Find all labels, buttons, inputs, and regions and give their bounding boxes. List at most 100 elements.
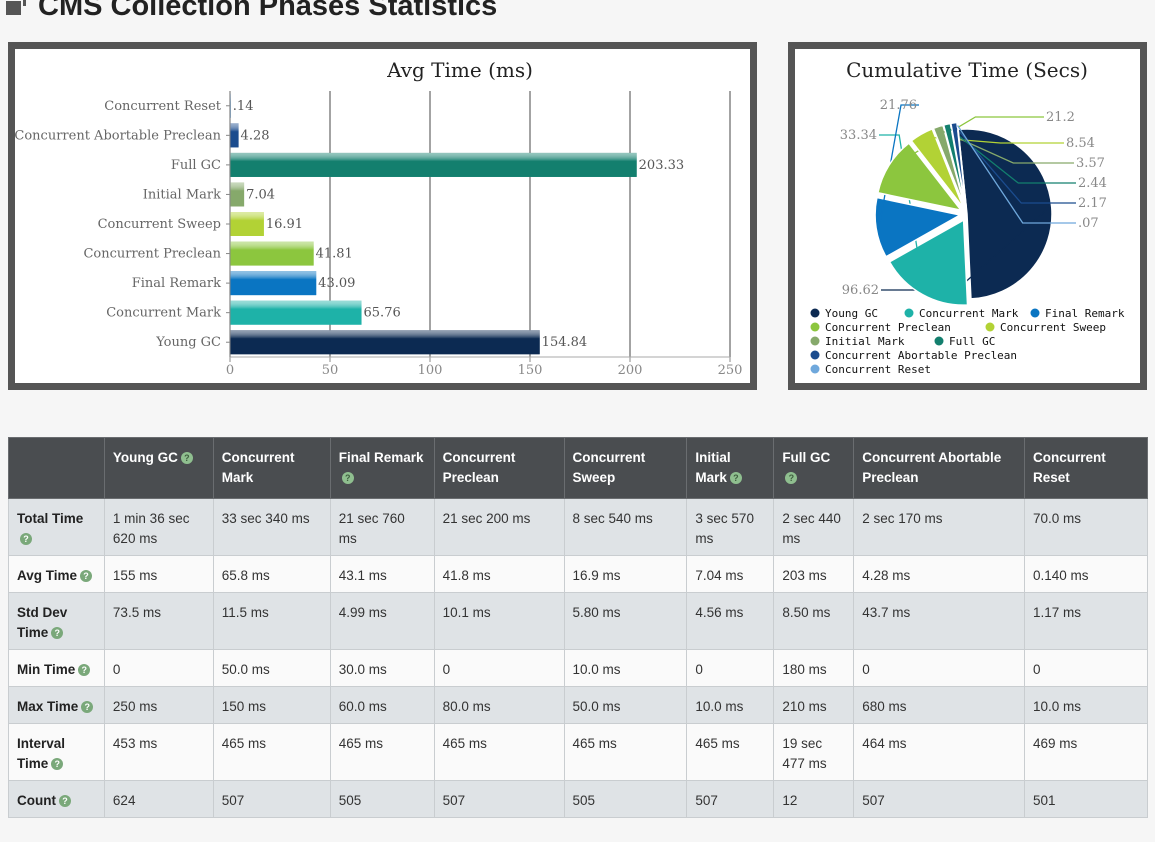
row-header: Avg Time?	[8, 555, 105, 593]
table-cell: 180 ms	[773, 649, 855, 687]
table-cell: 0	[433, 649, 565, 687]
row-header: Total Time?	[8, 498, 105, 556]
legend-entry: Concurrent Preclean	[825, 321, 951, 334]
page-header: CMS Collection Phases Statistics	[6, 0, 497, 26]
row-header-label: Std Dev Time	[17, 605, 68, 640]
table-cell: 465 ms	[686, 723, 775, 781]
bar-value-label: 4.28	[241, 128, 270, 143]
table-cell: 80.0 ms	[433, 686, 565, 724]
help-icon[interactable]: ?	[20, 533, 32, 546]
table-cell: 4.28 ms	[853, 555, 1026, 593]
table-corner-header	[8, 437, 105, 499]
category-label: Concurrent Preclean	[83, 247, 221, 262]
table-cell: 16.9 ms	[563, 555, 688, 593]
pie-slice	[910, 127, 965, 209]
table-cell: 203 ms	[773, 555, 855, 593]
table-cell: 150 ms	[212, 686, 331, 724]
table-cell: 10.1 ms	[433, 592, 565, 650]
column-header: Young GC?	[103, 437, 214, 499]
legend-swatch	[985, 322, 995, 332]
help-icon[interactable]: ?	[80, 570, 93, 583]
table-cell: 0.140 ms	[1024, 555, 1148, 593]
table-row: Avg Time? 155 ms 65.8 ms 43.1 ms 41.8 ms 16.9…	[8, 555, 1148, 593]
legend-swatch	[810, 350, 820, 360]
table-cell: 0	[1024, 649, 1148, 687]
row-header-label: Interval Time	[17, 736, 66, 771]
bar-value-label: 154.84	[542, 335, 588, 350]
table-header-row: Young GC? Concurrent Mark Final Remark? Con…	[8, 437, 1148, 499]
legend-swatch	[934, 336, 944, 346]
category-label: Young GC	[155, 335, 221, 350]
table-cell: 70.0 ms	[1024, 498, 1148, 556]
table-row: Count? 624 507 505 507 505 507 12 507 501	[8, 780, 1148, 818]
row-header: Max Time?	[8, 686, 105, 724]
table-cell: 50.0 ms	[212, 649, 331, 687]
help-icon[interactable]: ?	[58, 795, 71, 808]
table-cell: 65.8 ms	[212, 555, 331, 593]
row-header: Std Dev Time?	[8, 592, 105, 650]
legend-swatch	[810, 364, 820, 374]
column-header: Full GC?	[773, 437, 855, 499]
table-cell: 465 ms	[329, 723, 435, 781]
table-cell: 30.0 ms	[329, 649, 435, 687]
help-icon[interactable]: ?	[785, 472, 798, 485]
x-tick-label: 250	[718, 363, 743, 378]
table-cell: 33 sec 340 ms	[212, 498, 331, 556]
help-icon[interactable]: ?	[51, 627, 64, 640]
pie-value-label: 33.34	[840, 128, 877, 143]
table-cell: 5.80 ms	[563, 592, 688, 650]
legend-entry: Concurrent Reset	[825, 363, 931, 376]
legend-entry: Concurrent Sweep	[1000, 321, 1106, 334]
table-cell: 43.1 ms	[329, 555, 435, 593]
row-header: Count?	[8, 780, 105, 818]
help-icon[interactable]: ?	[81, 701, 94, 714]
category-label: Concurrent Sweep	[98, 217, 221, 232]
table-cell: 464 ms	[853, 723, 1026, 781]
category-label: Concurrent Abortable Preclean	[15, 128, 222, 143]
table-cell: 624	[103, 780, 214, 818]
table-cell: 1.17 ms	[1024, 592, 1148, 650]
category-label: Full GC	[171, 158, 221, 173]
legend-swatch	[1030, 308, 1040, 318]
column-header: Concurrent Reset	[1024, 437, 1148, 499]
table-cell: 12	[773, 780, 855, 818]
row-header: Min Time?	[8, 649, 105, 687]
pie-value-label: 21.76	[880, 98, 917, 113]
pie-value-label: 8.54	[1066, 136, 1095, 151]
column-header: Initial Mark?	[686, 437, 775, 499]
table-row: Interval Time? 453 ms 465 ms 465 ms 465 ms 46…	[8, 723, 1148, 781]
bar-highlight	[230, 300, 362, 325]
page-title: CMS Collection Phases Statistics	[38, 0, 498, 22]
bar-highlight	[230, 152, 637, 177]
pie-value-label: .07	[1078, 216, 1099, 231]
table-cell: 453 ms	[103, 723, 214, 781]
bar-highlight	[230, 123, 239, 148]
table-cell: 41.8 ms	[433, 555, 565, 593]
table-cell: 465 ms	[212, 723, 331, 781]
bar-value-label: 7.04	[246, 187, 275, 202]
chart-icon	[6, 0, 28, 15]
table-cell: 21 sec 200 ms	[433, 498, 565, 556]
column-header-label: Concurrent Sweep	[572, 450, 646, 485]
legend-entry: Full GC	[949, 335, 995, 348]
row-header-label: Total Time	[17, 511, 84, 526]
help-icon[interactable]: ?	[51, 758, 64, 771]
table-cell: 7.04 ms	[686, 555, 775, 593]
column-header: Concurrent Mark	[212, 437, 331, 499]
bar-value-label: 203.33	[639, 158, 685, 173]
bar-highlight	[230, 212, 264, 236]
help-icon[interactable]: ?	[180, 452, 193, 465]
pie-slice	[956, 121, 968, 208]
pie-slice	[874, 196, 963, 258]
table-cell: 155 ms	[103, 555, 214, 593]
pie-slice	[957, 128, 1053, 300]
table-cell: 507	[686, 780, 775, 818]
help-icon[interactable]: ?	[729, 472, 742, 485]
help-icon[interactable]: ?	[78, 664, 91, 677]
table-cell: 2 sec 170 ms	[853, 498, 1026, 556]
table-cell: 680 ms	[853, 686, 1026, 724]
table-cell: 507	[433, 780, 565, 818]
help-icon[interactable]: ?	[341, 472, 354, 485]
table-cell: 50.0 ms	[563, 686, 688, 724]
